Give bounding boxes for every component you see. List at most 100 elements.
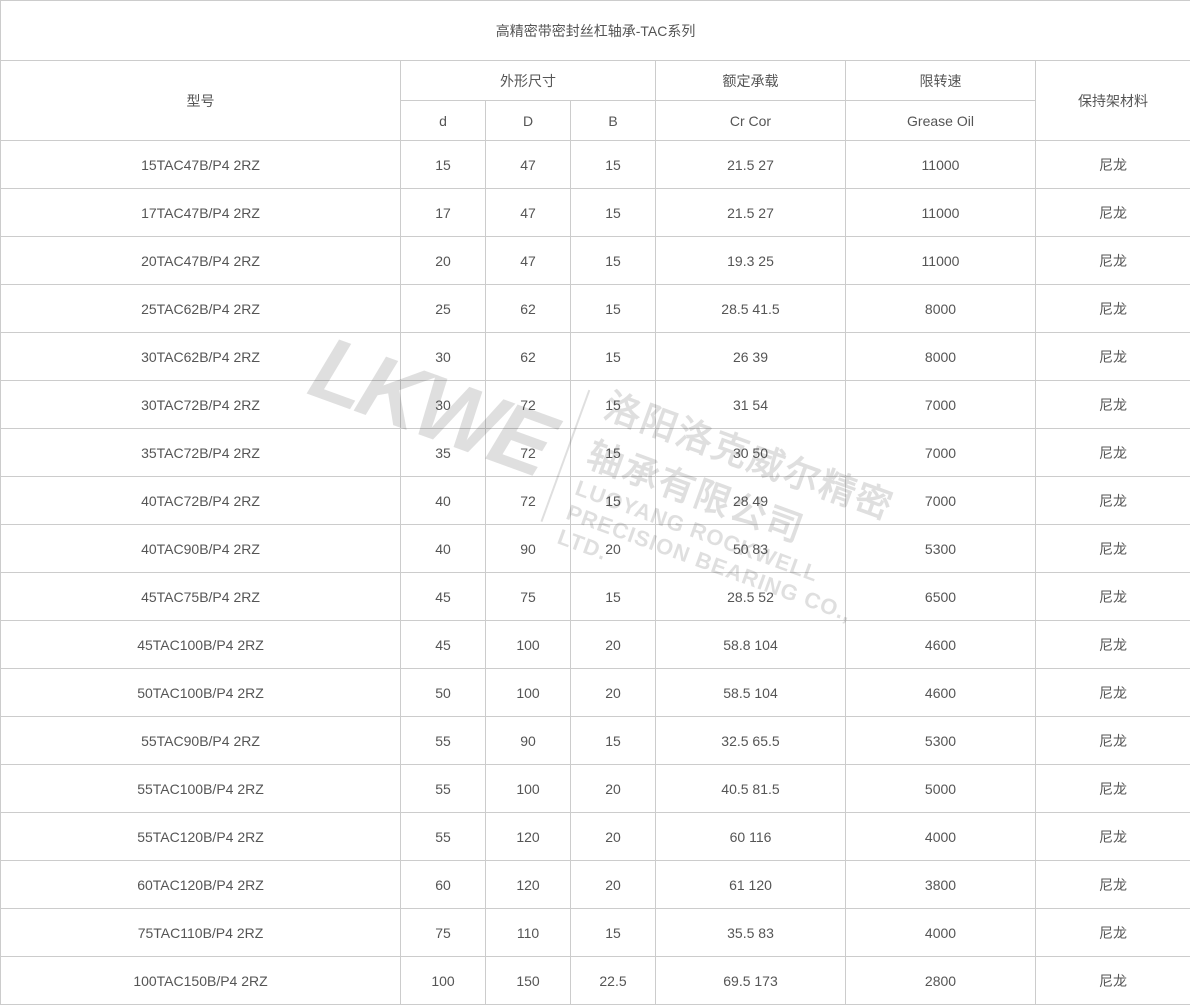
cell-model: 55TAC120B/P4 2RZ	[1, 813, 401, 861]
col-header-load: 额定承载	[656, 61, 846, 101]
cell-cage: 尼龙	[1036, 381, 1190, 429]
cell-model: 45TAC100B/P4 2RZ	[1, 621, 401, 669]
cell-d: 60	[401, 861, 486, 909]
cell-d: 75	[486, 573, 571, 621]
col-header-model: 型号	[1, 61, 401, 141]
cell-d: 55	[401, 765, 486, 813]
table-row: 55TAC90B/P4 2RZ55901532.5 65.55300尼龙	[1, 717, 1190, 765]
cell-cr: 30 50	[656, 429, 846, 477]
cell-speed: 11000	[846, 237, 1036, 285]
cell-b: 20	[571, 861, 656, 909]
cell-cr: 26 39	[656, 333, 846, 381]
cell-d: 25	[401, 285, 486, 333]
cell-model: 60TAC120B/P4 2RZ	[1, 861, 401, 909]
table-row: 15TAC47B/P4 2RZ15471521.5 2711000尼龙	[1, 141, 1190, 189]
cell-b: 15	[571, 909, 656, 957]
cell-cr: 69.5 173	[656, 957, 846, 1005]
cell-speed: 5300	[846, 525, 1036, 573]
cell-speed: 3800	[846, 861, 1036, 909]
cell-model: 75TAC110B/P4 2RZ	[1, 909, 401, 957]
cell-cr: 40.5 81.5	[656, 765, 846, 813]
cell-model: 40TAC90B/P4 2RZ	[1, 525, 401, 573]
cell-b: 15	[571, 429, 656, 477]
cell-d: 100	[401, 957, 486, 1005]
cell-cage: 尼龙	[1036, 333, 1190, 381]
table-row: 20TAC47B/P4 2RZ20471519.3 2511000尼龙	[1, 237, 1190, 285]
cell-d: 90	[486, 525, 571, 573]
cell-cr: 19.3 25	[656, 237, 846, 285]
cell-cr: 61 120	[656, 861, 846, 909]
table-row: 45TAC75B/P4 2RZ45751528.5 526500尼龙	[1, 573, 1190, 621]
cell-cage: 尼龙	[1036, 861, 1190, 909]
col-header-D: D	[486, 101, 571, 141]
bearing-spec-table: 高精密带密封丝杠轴承-TAC系列 型号 外形尺寸 额定承载 限转速 保持架材料 …	[0, 0, 1190, 1005]
cell-model: 17TAC47B/P4 2RZ	[1, 189, 401, 237]
cell-b: 15	[571, 189, 656, 237]
cell-cr: 31 54	[656, 381, 846, 429]
col-header-crcor: Cr Cor	[656, 101, 846, 141]
cell-d: 40	[401, 477, 486, 525]
cell-model: 55TAC100B/P4 2RZ	[1, 765, 401, 813]
cell-speed: 4600	[846, 621, 1036, 669]
cell-model: 30TAC72B/P4 2RZ	[1, 381, 401, 429]
cell-model: 100TAC150B/P4 2RZ	[1, 957, 401, 1005]
col-header-speed: 限转速	[846, 61, 1036, 101]
cell-d: 72	[486, 477, 571, 525]
cell-model: 55TAC90B/P4 2RZ	[1, 717, 401, 765]
cell-cage: 尼龙	[1036, 621, 1190, 669]
cell-d: 72	[486, 429, 571, 477]
cell-cage: 尼龙	[1036, 285, 1190, 333]
cell-b: 15	[571, 141, 656, 189]
cell-model: 15TAC47B/P4 2RZ	[1, 141, 401, 189]
cell-cage: 尼龙	[1036, 765, 1190, 813]
cell-cr: 60 116	[656, 813, 846, 861]
cell-d: 110	[486, 909, 571, 957]
cell-model: 30TAC62B/P4 2RZ	[1, 333, 401, 381]
cell-d: 62	[486, 333, 571, 381]
col-header-cage: 保持架材料	[1036, 61, 1190, 141]
cell-speed: 6500	[846, 573, 1036, 621]
cell-cage: 尼龙	[1036, 957, 1190, 1005]
cell-cage: 尼龙	[1036, 189, 1190, 237]
cell-cr: 35.5 83	[656, 909, 846, 957]
cell-d: 100	[486, 669, 571, 717]
table-body: 15TAC47B/P4 2RZ15471521.5 2711000尼龙17TAC…	[1, 141, 1190, 1005]
cell-d: 45	[401, 573, 486, 621]
cell-speed: 5300	[846, 717, 1036, 765]
cell-b: 20	[571, 669, 656, 717]
cell-d: 20	[401, 237, 486, 285]
cell-cr: 28.5 41.5	[656, 285, 846, 333]
cell-d: 45	[401, 621, 486, 669]
cell-b: 15	[571, 477, 656, 525]
cell-d: 40	[401, 525, 486, 573]
table-row: 45TAC100B/P4 2RZ451002058.8 1044600尼龙	[1, 621, 1190, 669]
cell-model: 20TAC47B/P4 2RZ	[1, 237, 401, 285]
cell-speed: 7000	[846, 477, 1036, 525]
table-row: 40TAC72B/P4 2RZ40721528 497000尼龙	[1, 477, 1190, 525]
col-header-greaseoil: Grease Oil	[846, 101, 1036, 141]
cell-b: 15	[571, 333, 656, 381]
cell-cr: 58.8 104	[656, 621, 846, 669]
cell-d: 15	[401, 141, 486, 189]
cell-speed: 8000	[846, 285, 1036, 333]
cell-d: 150	[486, 957, 571, 1005]
cell-d: 55	[401, 813, 486, 861]
table-row: 55TAC100B/P4 2RZ551002040.5 81.55000尼龙	[1, 765, 1190, 813]
cell-speed: 4000	[846, 909, 1036, 957]
cell-cage: 尼龙	[1036, 477, 1190, 525]
cell-cage: 尼龙	[1036, 237, 1190, 285]
table-row: 100TAC150B/P4 2RZ10015022.569.5 1732800尼…	[1, 957, 1190, 1005]
table-row: 25TAC62B/P4 2RZ25621528.5 41.58000尼龙	[1, 285, 1190, 333]
cell-cage: 尼龙	[1036, 429, 1190, 477]
cell-model: 45TAC75B/P4 2RZ	[1, 573, 401, 621]
cell-b: 15	[571, 285, 656, 333]
table-row: 40TAC90B/P4 2RZ40902050 835300尼龙	[1, 525, 1190, 573]
table-row: 60TAC120B/P4 2RZ601202061 1203800尼龙	[1, 861, 1190, 909]
cell-cage: 尼龙	[1036, 141, 1190, 189]
cell-d: 100	[486, 765, 571, 813]
cell-cr: 28.5 52	[656, 573, 846, 621]
cell-d: 72	[486, 381, 571, 429]
cell-cr: 32.5 65.5	[656, 717, 846, 765]
cell-b: 15	[571, 573, 656, 621]
cell-b: 15	[571, 381, 656, 429]
